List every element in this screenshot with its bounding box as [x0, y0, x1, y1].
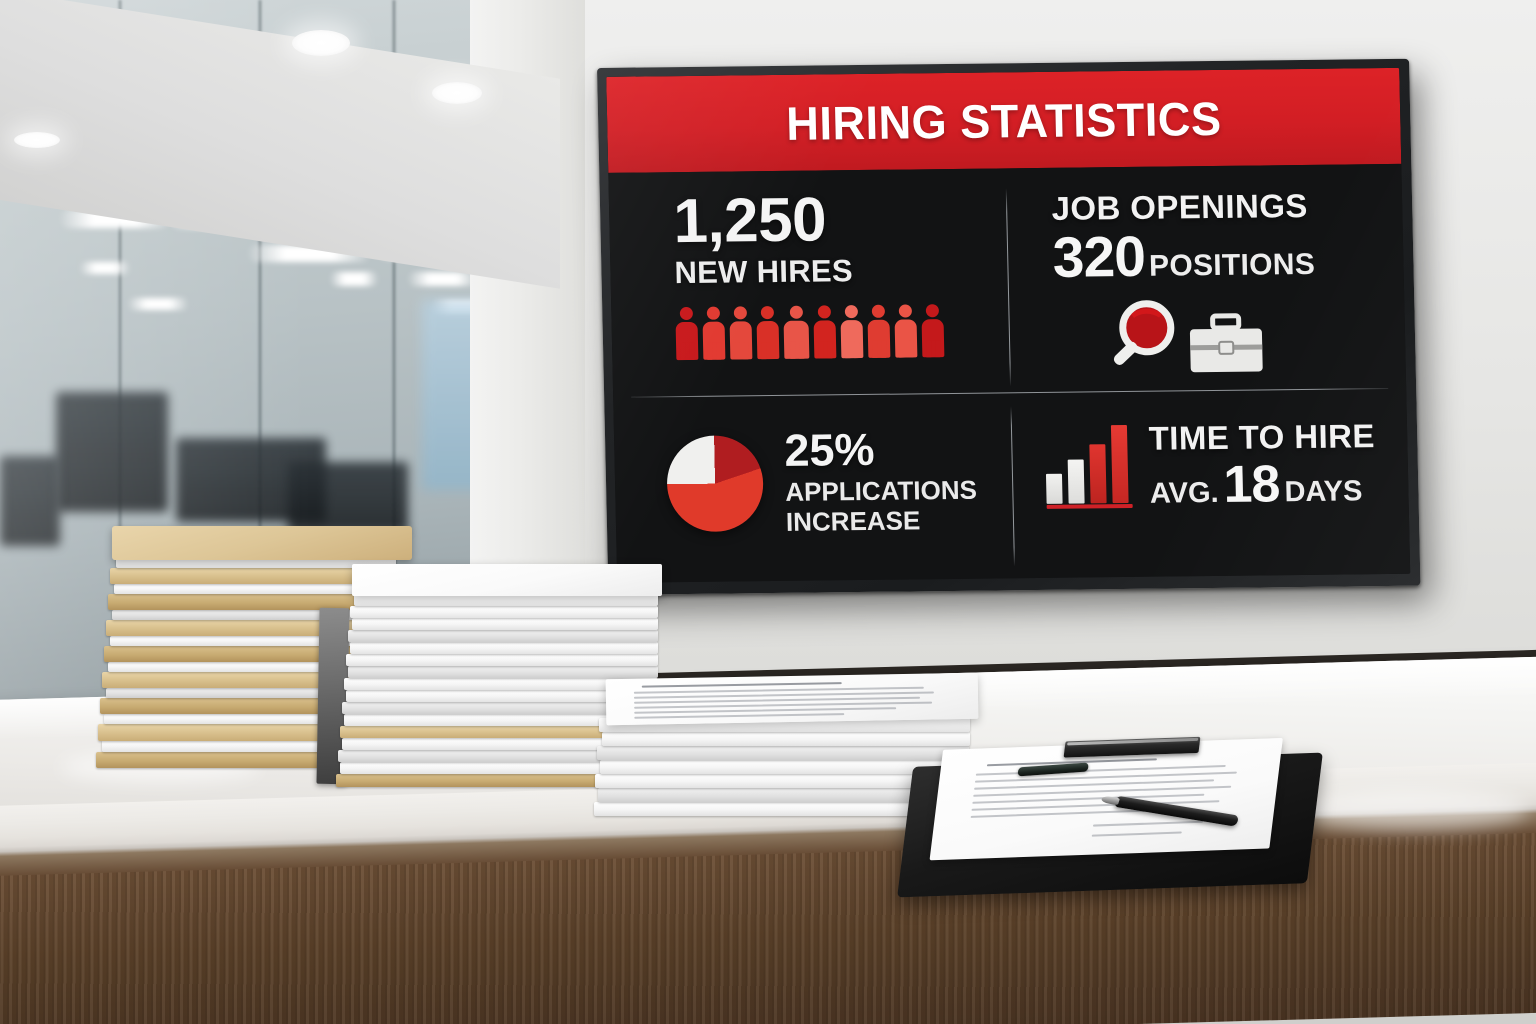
wall-display-screen[interactable]: HIRING STATISTICS 1,250 NEW HIRES	[597, 58, 1421, 595]
applications-increase-label-1: APPLICATIONS	[784, 474, 978, 507]
briefcase-icon	[1189, 313, 1263, 373]
job-openings-value: 320	[1052, 224, 1146, 290]
applications-increase-value: 25%	[783, 423, 876, 476]
time-to-hire-unit: DAYS	[1284, 475, 1363, 509]
clipboard-portfolio[interactable]	[897, 736, 1323, 898]
pie-chart-icon	[666, 434, 765, 532]
banner: HIRING STATISTICS	[606, 67, 1402, 173]
screen-content: HIRING STATISTICS 1,250 NEW HIRES	[606, 67, 1411, 583]
people-pictogram-row	[675, 303, 987, 360]
person-icon	[894, 304, 918, 358]
person-icon	[702, 306, 726, 360]
person-icon	[840, 304, 864, 358]
person-icon	[783, 305, 810, 359]
white-document-stack	[336, 562, 676, 792]
stat-card-job-openings[interactable]: JOB OPENINGS 320 POSITIONS	[1005, 164, 1406, 391]
ceiling-light	[432, 82, 482, 104]
bar	[1067, 459, 1085, 504]
person-icon	[867, 304, 891, 358]
job-openings-unit: POSITIONS	[1148, 247, 1316, 283]
bar-chart-baseline	[1046, 503, 1133, 509]
time-to-hire-prefix: AVG.	[1149, 476, 1220, 510]
stapled-report-stack	[592, 672, 992, 826]
person-icon	[729, 306, 753, 360]
top-report-page	[605, 672, 979, 726]
bar	[1088, 444, 1107, 504]
stat-card-time-to-hire[interactable]: TIME TO HIRE AVG. 18 DAYS	[1010, 387, 1411, 578]
bar-chart-icon	[1044, 424, 1133, 509]
new-hires-value: 1,250	[672, 185, 827, 257]
stats-body: 1,250 NEW HIRES	[608, 163, 1411, 583]
person-icon	[675, 306, 699, 360]
stat-card-applications-increase[interactable]: 25% APPLICATIONS INCREASE	[613, 391, 1014, 582]
person-icon	[813, 305, 837, 359]
person-icon	[921, 303, 945, 358]
page-title: HIRING STATISTICS	[785, 91, 1222, 150]
time-to-hire-title: TIME TO HIRE	[1148, 417, 1376, 457]
new-hires-label: NEW HIRES	[674, 252, 854, 290]
job-openings-title: JOB OPENINGS	[1051, 186, 1309, 227]
time-to-hire-value: 18	[1222, 455, 1280, 514]
magnifier-icon	[1113, 300, 1174, 365]
ceiling-light	[14, 132, 60, 148]
counter-reflection	[1300, 790, 1530, 830]
stat-card-new-hires[interactable]: 1,250 NEW HIRES	[608, 168, 1009, 395]
applications-increase-label-2: INCREASE	[785, 505, 921, 537]
ceiling-light	[292, 30, 350, 56]
screen-bezel: HIRING STATISTICS 1,250 NEW HIRES	[597, 58, 1421, 595]
person-icon	[756, 305, 780, 359]
bar	[1045, 473, 1063, 504]
bar	[1110, 424, 1129, 504]
